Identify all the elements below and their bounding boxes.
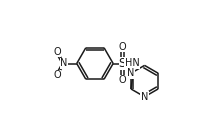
Text: O: O: [118, 42, 126, 52]
Text: HN: HN: [125, 59, 139, 68]
Text: O: O: [54, 70, 61, 80]
Text: S: S: [119, 57, 126, 70]
Text: N: N: [127, 68, 135, 78]
Text: N: N: [141, 92, 148, 102]
Text: O: O: [118, 75, 126, 85]
Text: O: O: [54, 47, 61, 57]
Text: N: N: [60, 59, 68, 68]
